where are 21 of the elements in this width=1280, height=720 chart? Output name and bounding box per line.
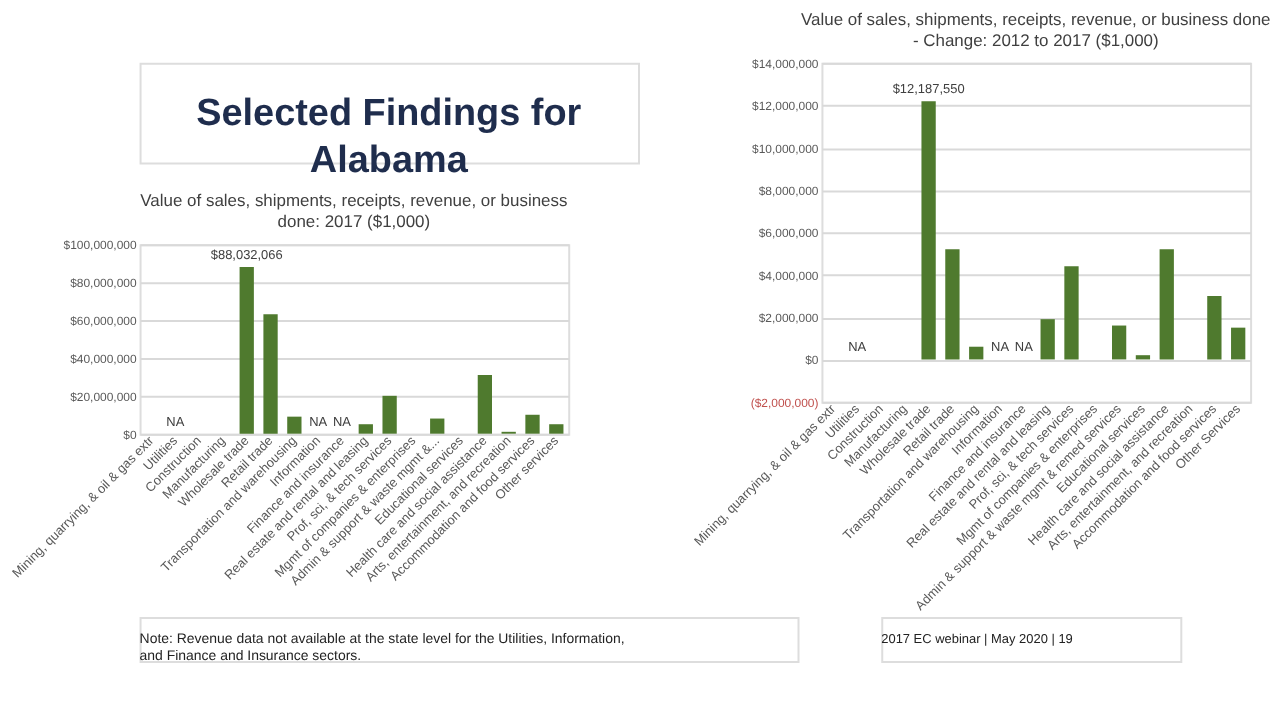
bar [921, 101, 936, 360]
bar [1111, 325, 1127, 360]
bar [1159, 249, 1174, 360]
bar [1040, 319, 1055, 360]
bar [525, 414, 540, 434]
bar [477, 374, 493, 434]
bar [287, 416, 302, 434]
bar [239, 266, 254, 434]
chart-title: Value of sales, shipments, receipts, revenue, or business done - Change: 2012 to 2017 ($1,000) [801, 8, 1272, 50]
bar [358, 424, 373, 434]
bar [549, 424, 564, 434]
bar [1231, 327, 1246, 360]
bar [430, 418, 445, 434]
chart-title: Value of sales, shipments, receipts, revenue, or business done: 2017 ($1,000) [140, 190, 568, 232]
bar [1207, 295, 1222, 360]
bar [945, 249, 960, 360]
bar [969, 346, 984, 360]
bar [263, 314, 278, 434]
bar [1064, 266, 1079, 360]
text: Selected Findings for Alabama [196, 92, 583, 183]
bar [382, 395, 397, 434]
